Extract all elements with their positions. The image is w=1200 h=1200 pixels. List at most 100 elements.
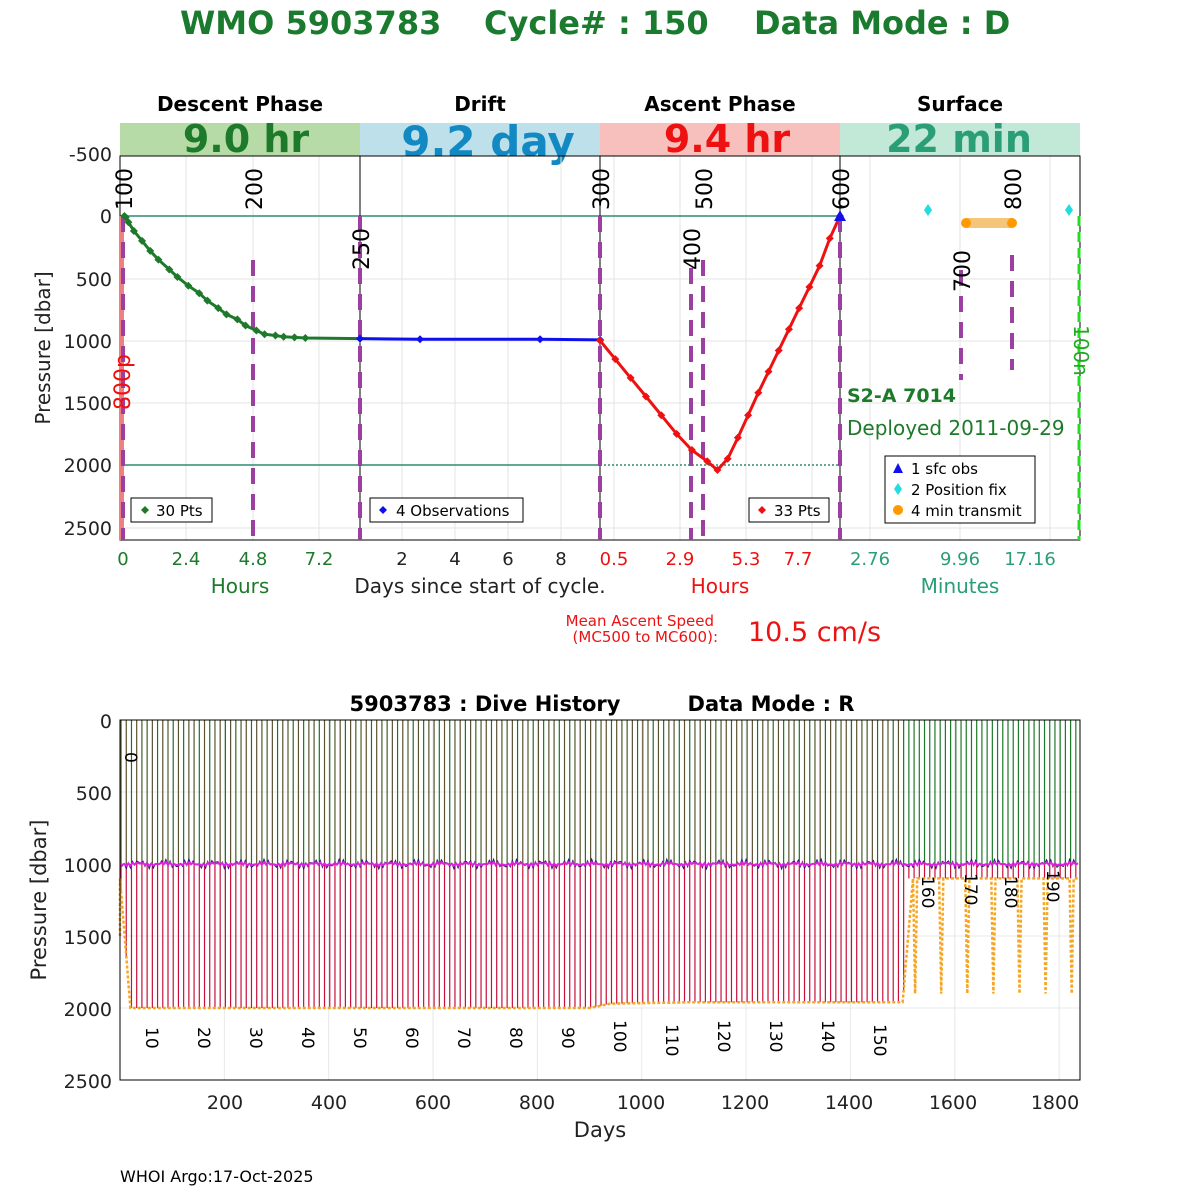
- legend-transmit-label: 4 min transmit: [911, 502, 1022, 520]
- ascent-point: [596, 336, 604, 345]
- xtick: 1400: [825, 1092, 873, 1114]
- duration-ascent: 9.4 hr: [664, 117, 791, 161]
- ascent-point: [744, 411, 753, 420]
- mc-label-800: 800: [1002, 168, 1027, 210]
- ascent-speed-label-2: (MC500 to MC600):: [573, 628, 718, 646]
- top-series-layer: [120, 212, 844, 474]
- drift-line: [359, 337, 601, 342]
- drift-point: [536, 335, 545, 344]
- descent-point: [138, 236, 147, 245]
- descent-point: [260, 330, 269, 339]
- mc-markers: [121, 216, 1014, 540]
- xtick: 600: [415, 1092, 451, 1114]
- ytick: 500: [76, 783, 112, 805]
- mc-label-600: 600: [830, 168, 855, 210]
- phase-title-ascent: Ascent Phase: [644, 92, 795, 116]
- cycle-label: 130: [765, 1020, 785, 1052]
- cycle-label: 20: [193, 1027, 213, 1049]
- descent-point: [203, 296, 212, 305]
- ascent-point: [805, 282, 814, 291]
- ascent-point: [723, 454, 732, 463]
- cycle-label: 30: [245, 1027, 265, 1049]
- xlabel-surface: Minutes: [921, 574, 1000, 598]
- descent-point: [252, 326, 261, 335]
- header-mode: Data Mode : D: [754, 4, 1010, 42]
- mc-label-300: 300: [590, 168, 615, 210]
- bottom-axes-frame: [119, 719, 1081, 1081]
- footer-credit: WHOI Argo:17-Oct-2025: [120, 1167, 314, 1186]
- phase-title-descent: Descent Phase: [157, 92, 323, 116]
- cycle-label: 0: [120, 752, 140, 763]
- header-cycle: Cycle# : 150: [484, 4, 709, 42]
- transmit-end-marker: [1007, 218, 1017, 228]
- xtick: 400: [311, 1092, 347, 1114]
- cycle-label: 70: [453, 1027, 473, 1049]
- cycle-label: 120: [713, 1020, 733, 1052]
- deployed-date: Deployed 2011-09-29: [847, 416, 1065, 440]
- xtick: 800: [519, 1092, 555, 1114]
- top-x-labels: Hours Days since start of cycle. Hours M…: [211, 574, 1000, 598]
- xlabel-ascent: Hours: [691, 574, 750, 598]
- cycle-label: 190: [1042, 870, 1062, 902]
- cycle-label: 40: [297, 1027, 317, 1049]
- descent-point: [279, 332, 288, 341]
- xtick-surface: 9.96: [940, 549, 980, 570]
- cycle-label: 60: [401, 1027, 421, 1049]
- float-model: S2-A 7014: [847, 385, 956, 407]
- descent-point: [301, 334, 310, 343]
- xtick: 1200: [721, 1092, 769, 1114]
- legend-descent: 30 Pts: [130, 497, 213, 523]
- xtick-descent: 4.8: [239, 549, 268, 570]
- ytick: 2500: [64, 518, 112, 540]
- descent-point: [121, 213, 130, 222]
- xtick-surface: 2.76: [850, 549, 890, 570]
- bottom-series-layer: [118, 720, 1080, 1080]
- sfc-obs-marker: [834, 210, 846, 221]
- ytick: 0: [100, 711, 112, 733]
- drift-point: [356, 334, 364, 343]
- legend-drift: 4 Observations: [369, 497, 524, 523]
- xtick-drift: 6: [502, 549, 513, 570]
- top-y-ticks: -500 0 500 1000 1500 2000 2500: [64, 144, 112, 540]
- drift-point: [416, 335, 425, 344]
- mc-label-700: 700: [951, 250, 976, 292]
- descent-point: [290, 333, 299, 342]
- duration-band-descent: [120, 123, 360, 156]
- descent-point: [146, 246, 155, 255]
- descent-point: [173, 273, 182, 282]
- duration-surface: 22 min: [886, 117, 1032, 161]
- duration-drift: 9.2 day: [401, 117, 575, 166]
- ascent-point: [713, 465, 722, 474]
- descent-point: [165, 265, 174, 274]
- xtick: 200: [207, 1092, 243, 1114]
- transmit-start-marker: [961, 218, 971, 228]
- cycle-label: 170: [960, 873, 980, 905]
- mc-label-400: 400: [681, 228, 706, 270]
- xtick-descent: 7.2: [305, 549, 334, 570]
- ascent-point: [825, 234, 834, 243]
- cycle-label: 160: [917, 876, 937, 908]
- header-wmo: WMO 5903783: [180, 4, 441, 42]
- ascent-point: [672, 429, 681, 438]
- ytick: -500: [69, 144, 112, 166]
- xtick-ascent: 7.7: [784, 549, 813, 570]
- park-pressure-line: [119, 860, 1079, 868]
- cycle-label: 140: [817, 1020, 837, 1052]
- cycle-label: 150: [869, 1024, 889, 1056]
- legend-drift-label: 4 Observations: [396, 502, 510, 520]
- dive-history-mode: Data Mode : R: [688, 692, 855, 716]
- descent-point: [233, 315, 242, 324]
- ytick: 2500: [64, 1071, 112, 1093]
- cycle-label: 180: [1000, 876, 1020, 908]
- ascent-speed-value: 10.5 cm/s: [748, 617, 881, 648]
- bottom-y-ticks: 0 500 1000 1500 2000 2500: [64, 711, 112, 1093]
- cycle-profile-chart: Descent Phase Drift Ascent Phase Surface…: [31, 92, 1093, 648]
- descent-line: [123, 214, 361, 341]
- position-fix-markers: [924, 204, 1073, 216]
- ascent-point: [764, 367, 773, 376]
- ytick: 2000: [64, 999, 112, 1021]
- xtick: 1600: [929, 1092, 977, 1114]
- cycle-label: 50: [349, 1027, 369, 1049]
- mc-label-100n: 100n: [1069, 325, 1093, 376]
- mc-label-100: 100: [113, 168, 138, 210]
